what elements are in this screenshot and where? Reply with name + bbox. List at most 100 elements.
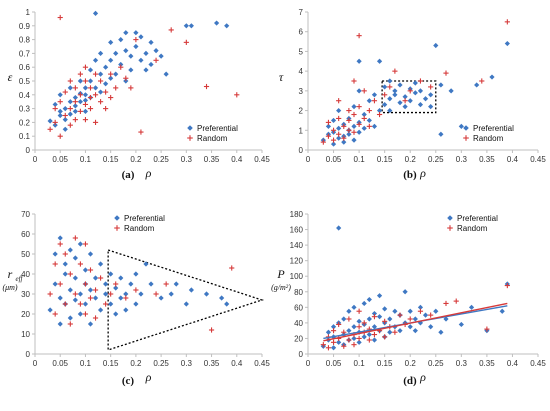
- panel-d: 0 0.05 0.1 0.15 0.2 0.25 0.3 0.35 0.4 0.45 0 20 40 60…: [271, 210, 546, 387]
- data-point-preferential: [428, 324, 434, 330]
- data-point-preferential: [224, 23, 230, 29]
- data-point-preferential: [47, 307, 53, 313]
- y-tick-label: 70: [21, 210, 30, 219]
- data-point-random: [103, 301, 109, 307]
- data-point-random: [57, 133, 63, 139]
- x-axis-label: ρ: [419, 166, 426, 180]
- x-tick-label: 0.35: [479, 359, 495, 368]
- data-point-preferential: [168, 291, 174, 297]
- panel-caption: (c): [122, 375, 135, 387]
- data-point-preferential: [82, 97, 89, 103]
- data-point-random: [52, 106, 58, 112]
- y-axis-label: r: [8, 267, 13, 281]
- legend-marker-random: [187, 135, 193, 141]
- data-point-random: [153, 291, 159, 297]
- data-point-random: [72, 99, 78, 105]
- data-point-preferential: [351, 104, 357, 110]
- legend-label: Random: [473, 134, 504, 143]
- y-tick-label: 7: [299, 8, 304, 17]
- data-point-random: [82, 241, 89, 247]
- x-tick-label: 0: [306, 359, 311, 368]
- y-tick-label: 0: [299, 146, 304, 155]
- data-point-preferential: [382, 84, 388, 90]
- data-point-preferential: [92, 295, 99, 301]
- x-tick-label: 0.15: [377, 359, 393, 368]
- data-point-random: [108, 291, 114, 297]
- data-point-preferential: [428, 92, 434, 98]
- data-point-preferential: [133, 271, 139, 277]
- data-point-preferential: [57, 235, 63, 241]
- data-point-preferential: [336, 339, 342, 345]
- data-point-random: [234, 92, 240, 98]
- data-point-random: [77, 301, 83, 307]
- y-axis-unit: (g/m²): [271, 283, 291, 292]
- legend-label: Random: [124, 224, 155, 233]
- x-tick-label: 0.1: [354, 155, 366, 164]
- data-point-preferential: [87, 67, 94, 73]
- data-point-preferential: [113, 50, 119, 56]
- y-tick-label: 0.1: [19, 132, 31, 141]
- y-tick-label: 120: [290, 257, 304, 266]
- panel-caption: (a): [122, 169, 135, 181]
- data-point-random: [484, 326, 490, 332]
- data-point-preferential: [407, 98, 413, 104]
- data-point-preferential: [87, 251, 94, 257]
- y-tick-label: 0: [26, 350, 31, 359]
- data-point-preferential: [330, 117, 337, 124]
- data-point-preferential: [407, 324, 413, 330]
- data-point-random: [479, 78, 485, 84]
- data-point-random: [366, 107, 372, 114]
- data-point-preferential: [325, 123, 332, 129]
- data-point-random: [103, 106, 109, 112]
- data-point-random: [320, 342, 326, 348]
- data-point-preferential: [366, 117, 372, 124]
- x-tick-label: 0.25: [428, 155, 444, 164]
- data-point-preferential: [77, 99, 83, 105]
- series-random: [320, 19, 510, 145]
- data-point-preferential: [118, 275, 124, 281]
- y-tick-label: 0.5: [19, 77, 31, 86]
- data-point-preferential: [371, 324, 378, 330]
- data-point-preferential: [57, 108, 63, 114]
- data-point-preferential: [346, 131, 352, 137]
- data-point-preferential: [371, 310, 378, 317]
- data-point-random: [133, 37, 139, 43]
- data-point-preferential: [103, 291, 109, 297]
- y-tick-label: 100: [290, 272, 304, 281]
- data-point-preferential: [392, 92, 398, 98]
- data-point-random: [108, 71, 114, 77]
- data-point-preferential: [330, 345, 337, 351]
- x-axis-label: ρ: [419, 370, 426, 384]
- data-point-preferential: [97, 71, 104, 77]
- data-point-random: [346, 107, 352, 114]
- data-point-preferential: [417, 304, 424, 310]
- data-point-random: [428, 84, 434, 90]
- data-point-random: [62, 112, 68, 119]
- y-tick-label: 0: [26, 146, 31, 155]
- x-tick-label: 0.45: [254, 155, 270, 164]
- x-axis-label: ρ: [145, 370, 152, 384]
- x-tick-label: 0.2: [130, 155, 142, 164]
- legend-marker-random: [447, 225, 453, 231]
- data-point-random: [325, 119, 332, 125]
- data-point-preferential: [499, 308, 505, 314]
- data-point-preferential: [97, 50, 104, 56]
- data-point-preferential: [489, 74, 495, 80]
- data-point-preferential: [336, 107, 342, 114]
- data-point-preferential: [77, 311, 83, 317]
- data-point-preferential: [387, 329, 393, 335]
- data-point-preferential: [123, 30, 129, 36]
- triangle-outline: [107, 249, 265, 351]
- data-point-random: [82, 281, 89, 287]
- data-point-preferential: [62, 106, 68, 112]
- data-point-preferential: [153, 48, 159, 54]
- x-tick-label: 0.05: [326, 359, 342, 368]
- data-point-preferential: [143, 261, 149, 267]
- y-axis-label: τ: [279, 70, 284, 84]
- data-point-random: [330, 127, 337, 133]
- legend-marker-preferential: [114, 215, 120, 221]
- data-point-random: [443, 70, 449, 76]
- data-point-random: [67, 106, 73, 112]
